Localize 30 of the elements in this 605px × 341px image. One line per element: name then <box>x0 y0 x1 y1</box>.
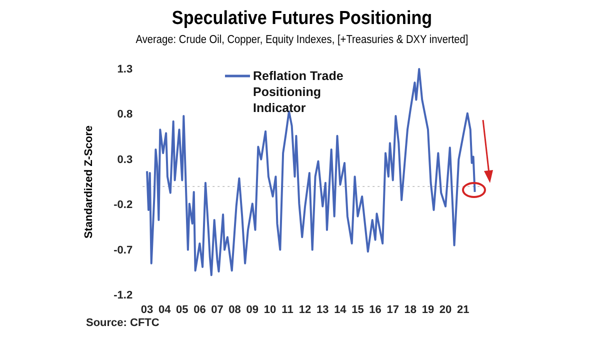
x-tick-label: 08 <box>228 304 241 316</box>
x-tick-label: 10 <box>264 304 276 316</box>
x-tick-label: 13 <box>316 304 329 316</box>
x-tick-label: 15 <box>352 304 364 316</box>
x-tick-label: 03 <box>140 304 154 316</box>
x-tick-label: 04 <box>158 304 172 316</box>
x-tick-label: 12 <box>298 304 312 316</box>
x-tick-label: 09 <box>246 304 259 316</box>
x-tick-label: 06 <box>194 304 206 316</box>
y-tick-label: -0.2 <box>114 199 133 212</box>
legend-label: Reflation Trade Positioning Indicator <box>253 69 344 115</box>
x-tick-label: 05 <box>176 304 188 316</box>
x-tick-label: 21 <box>456 304 470 316</box>
x-tick-label: 14 <box>334 304 348 316</box>
y-tick-label: -0.7 <box>114 244 133 256</box>
y-tick-label: -1.2 <box>114 290 133 302</box>
y-tick-label: 1.3 <box>117 64 133 76</box>
x-tick-label: 19 <box>422 304 434 316</box>
x-tick-label: 07 <box>211 304 224 316</box>
x-tick-label: 11 <box>282 304 294 316</box>
x-tick-label: 16 <box>369 304 382 316</box>
chart-title: Speculative Futures Positioning <box>172 7 432 28</box>
chart-subtitle: Average: Crude Oil, Copper, Equity Indexes, [+Treasuries & DXY inverted] <box>136 33 468 46</box>
x-tick-label: 17 <box>386 304 400 316</box>
x-tick-label: 18 <box>404 304 417 316</box>
y-axis-title: Standardized Z-Score <box>83 125 95 239</box>
y-tick-label: 0.3 <box>117 154 133 166</box>
y-tick-label: 0.8 <box>117 108 133 121</box>
x-tick-label: 20 <box>439 304 452 316</box>
source-note: Source: CFTC <box>86 317 160 329</box>
